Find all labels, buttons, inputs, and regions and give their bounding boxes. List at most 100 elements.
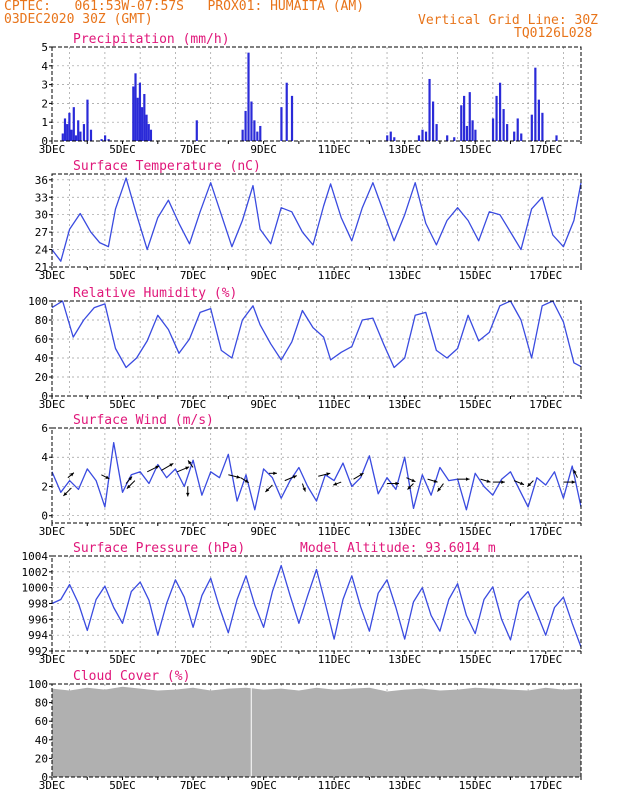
cloud-area <box>52 686 581 777</box>
precip-bar <box>145 114 148 141</box>
rh-xtick-label: 3DEC <box>39 398 66 411</box>
precip-xtick-label: 5DEC <box>109 143 136 156</box>
precip-ytick-label: 0 <box>41 135 48 148</box>
rh-xtick-label: 5DEC <box>109 398 136 411</box>
rh-xtick-label: 13DEC <box>388 398 421 411</box>
wind-vector-head <box>273 471 277 476</box>
cloud-xtick-label: 11DEC <box>318 779 351 792</box>
precip-bar <box>386 135 389 141</box>
precip-bar <box>290 95 294 141</box>
precip-bar <box>537 99 540 141</box>
pres-xtick-label: 3DEC <box>39 653 66 666</box>
wind-xtick-label: 3DEC <box>39 525 66 538</box>
precip-bar <box>280 107 283 141</box>
cloud-xtick-label: 5DEC <box>109 779 136 792</box>
cloud-xtick-label: 3DEC <box>39 779 66 792</box>
rh-xtick-label: 11DEC <box>318 398 351 411</box>
wind-vector-head <box>128 476 133 481</box>
cloud-ytick-label: 40 <box>35 734 48 747</box>
precip-bar <box>465 125 469 141</box>
precip-bar <box>428 78 431 141</box>
precip-title: Precipitation (mm/h) <box>73 32 230 47</box>
wind-vector-head <box>411 478 416 482</box>
precip-bar <box>79 131 82 141</box>
precip-bar <box>89 129 93 141</box>
pres-xtick-label: 17DEC <box>529 653 562 666</box>
precip-bar <box>72 107 75 141</box>
wind-vector-head <box>437 487 442 492</box>
pres-ytick-label: 1000 <box>22 582 49 595</box>
precip-ytick-label: 2 <box>41 97 48 110</box>
pres-xtick-label: 13DEC <box>388 653 421 666</box>
rh-ytick-label: 20 <box>35 371 48 384</box>
wind-vector-head <box>501 480 505 484</box>
precip-bar <box>104 135 107 141</box>
precip-ytick-label: 1 <box>41 116 48 129</box>
run-code: TQ0126L028 <box>514 26 593 41</box>
wind-vector-head <box>126 484 131 489</box>
precip-xtick-label: 11DEC <box>318 143 351 156</box>
precip-bar <box>471 120 474 141</box>
pres-subtitle: Model Altitude: 93.6014 m <box>300 541 496 556</box>
wind-vector-head <box>486 479 491 483</box>
precip-bar <box>534 67 537 141</box>
precip-bar <box>424 131 428 141</box>
cloud-xtick-label: 13DEC <box>388 779 421 792</box>
precip-xtick-label: 17DEC <box>529 143 562 156</box>
temp-ytick-label: 33 <box>35 191 48 204</box>
precip-bar <box>138 82 142 141</box>
temp-ytick-label: 21 <box>35 261 48 274</box>
temp-xtick-label: 9DEC <box>250 269 277 282</box>
temp-line <box>51 177 582 262</box>
header-line-2: 03DEC2020 30Z (GMT) <box>4 12 153 27</box>
pres-xtick-label: 7DEC <box>180 653 207 666</box>
wind-xtick-label: 9DEC <box>250 525 277 538</box>
precip-xtick-label: 9DEC <box>250 143 277 156</box>
wind-vector-head <box>265 488 270 492</box>
wind-vector-head <box>186 492 190 497</box>
rh-ytick-label: 40 <box>35 352 48 365</box>
temp-title: Surface Temperature (nC) <box>73 159 261 174</box>
precip-bar <box>66 124 69 141</box>
header-line-1: CPTEC: 061:53W-07:57S PROX01: HUMAITA (A… <box>4 0 365 14</box>
rh-ytick-label: 80 <box>35 314 48 327</box>
precip-bar <box>513 131 516 141</box>
wind-xtick-label: 15DEC <box>459 525 492 538</box>
pres-ytick-label: 996 <box>28 613 48 626</box>
precip-bar <box>244 110 247 141</box>
precip-bar <box>421 129 424 141</box>
precip-bar <box>74 135 78 141</box>
precip-bar <box>259 125 262 141</box>
wind-frame <box>51 427 582 524</box>
precip-bar <box>149 129 153 141</box>
temp-xtick-label: 7DEC <box>180 269 207 282</box>
wind-vector-head <box>573 469 577 474</box>
wind-vector-head <box>188 460 192 465</box>
precip-bar <box>453 137 456 141</box>
precip-ytick-label: 3 <box>41 79 48 92</box>
wind-vector-head <box>292 475 297 479</box>
temp-xtick-label: 15DEC <box>459 269 492 282</box>
wind-vector-head <box>169 463 174 467</box>
rh-xtick-label: 15DEC <box>459 398 492 411</box>
wind-xtick-label: 17DEC <box>529 525 562 538</box>
temp-ytick-label: 27 <box>35 226 48 239</box>
wind-xtick-label: 11DEC <box>318 525 351 538</box>
pres-ytick-label: 998 <box>28 598 48 611</box>
precip-bar <box>460 105 463 141</box>
pres-line <box>51 564 582 648</box>
rh-xtick-label: 17DEC <box>529 398 562 411</box>
wind-vector-head <box>433 479 438 483</box>
temp-xtick-label: 11DEC <box>318 269 351 282</box>
precip-bar <box>136 97 139 141</box>
precip-ytick-label: 4 <box>41 60 48 73</box>
precip-bar <box>141 107 144 141</box>
precip-bar <box>256 131 259 141</box>
precip-bar <box>143 94 146 141</box>
rh-ytick-label: 0 <box>41 390 48 403</box>
rh-ytick-label: 60 <box>35 333 48 346</box>
rh-frame <box>51 300 582 397</box>
precip-bar <box>82 124 86 141</box>
precip-bar <box>132 86 135 141</box>
